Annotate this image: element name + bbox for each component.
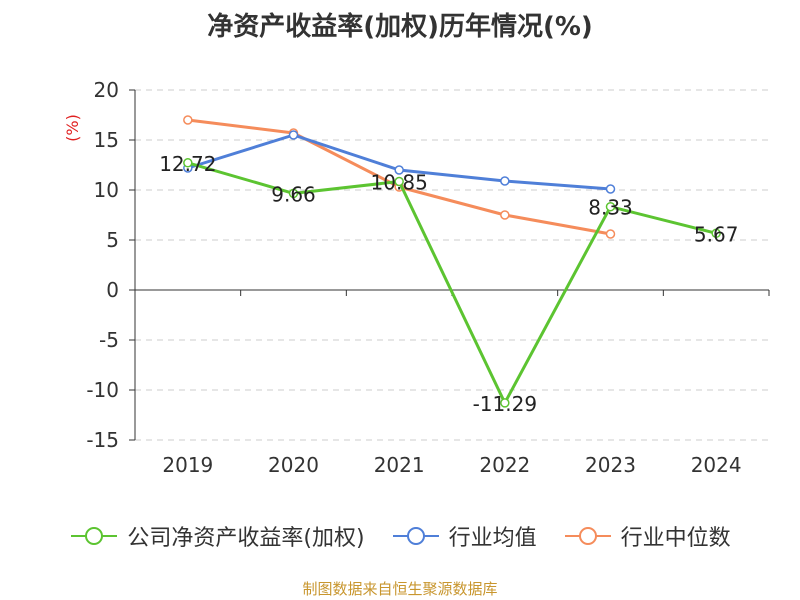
legend-label: 行业中位数 <box>620 526 731 551</box>
axes <box>129 89 770 441</box>
series-line <box>187 161 717 405</box>
data-point[interactable] <box>183 115 193 125</box>
data-label: 12.72 <box>159 152 216 176</box>
data-labels: 12.72 9.66 10.85 -11.29 8.33 5.67 <box>159 152 738 416</box>
y-tick-label: -15 <box>86 428 119 452</box>
x-tick-label: 2019 <box>162 453 213 477</box>
legend-marker-icon <box>392 527 439 545</box>
series-lines <box>183 115 721 408</box>
y-tick-label: -10 <box>86 378 119 402</box>
y-tick-labels: 20 15 10 5 0 -5 -10 -15 <box>86 78 119 452</box>
data-point[interactable] <box>605 184 616 194</box>
data-point[interactable] <box>288 130 299 140</box>
data-label: 9.66 <box>271 182 316 206</box>
data-point[interactable] <box>500 398 510 408</box>
y-tick-label: -5 <box>99 328 119 352</box>
x-tick-label: 2022 <box>479 453 530 477</box>
y-tick-label: 20 <box>94 78 119 102</box>
data-point[interactable] <box>500 176 510 186</box>
legend-label: 公司净资产收益率(加权) <box>127 526 365 551</box>
y-tick-label: 0 <box>106 278 119 302</box>
data-point[interactable] <box>605 229 616 239</box>
x-tick-label: 2020 <box>268 453 319 477</box>
x-tick-label: 2024 <box>691 453 742 477</box>
data-label: 10.85 <box>371 171 428 195</box>
legend-item-industry-median[interactable]: 行业中位数 <box>563 520 731 552</box>
data-label: -11.29 <box>473 392 537 416</box>
legend-item-industry-mean[interactable]: 行业均值 <box>391 520 537 552</box>
y-axis-label: (%) <box>63 114 82 142</box>
x-tick-labels: 2019 2020 2021 2022 2023 2024 <box>162 453 741 477</box>
legend-marker-icon <box>71 527 118 545</box>
y-tick-label: 10 <box>94 178 119 202</box>
data-point[interactable] <box>605 201 616 212</box>
data-source-note: 制图数据来自恒生聚源数据库 <box>302 580 498 598</box>
data-label: 8.33 <box>588 196 633 220</box>
x-tick-label: 2021 <box>374 453 425 477</box>
y-tick-label: 15 <box>94 128 119 152</box>
gridlines <box>135 89 769 441</box>
legend-marker-icon <box>564 527 611 545</box>
legend-item-company[interactable]: 公司净资产收益率(加权) <box>69 520 365 552</box>
data-point[interactable] <box>394 176 404 187</box>
data-point[interactable] <box>711 228 721 239</box>
chart-title: 净资产收益率(加权)历年情况(%) <box>207 12 593 42</box>
data-label: 5.67 <box>694 222 739 246</box>
legend: 公司净资产收益率(加权) 行业均值 行业中位数 <box>0 520 800 552</box>
data-point[interactable] <box>183 158 193 168</box>
data-point[interactable] <box>288 188 299 199</box>
x-tick-label: 2023 <box>585 453 636 477</box>
data-point[interactable] <box>500 210 510 220</box>
data-point[interactable] <box>394 165 404 175</box>
legend-label: 行业均值 <box>448 526 537 551</box>
y-tick-label: 5 <box>106 228 119 252</box>
